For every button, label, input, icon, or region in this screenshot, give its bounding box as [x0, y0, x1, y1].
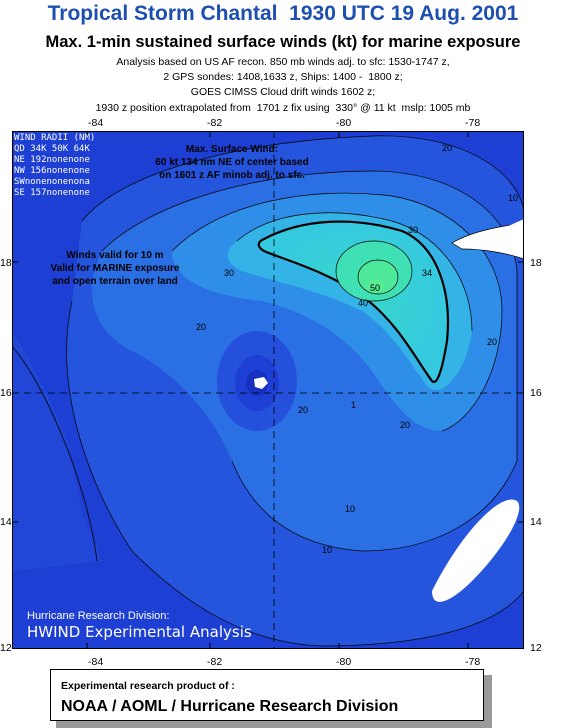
- analysis-line-2: 2 GPS sondes: 1408,1633 z, Ships: 1400 -…: [163, 71, 403, 83]
- contour-label: 10: [345, 504, 356, 514]
- wind-radii-row: SE 157nonenone: [14, 188, 90, 198]
- central-america-coast: [12, 345, 98, 562]
- contour-fill-50: [358, 260, 398, 294]
- contour-line-50: [357, 259, 399, 295]
- validity-annotation: Winds valid for 10 m Valid for MARINE ex…: [20, 249, 210, 288]
- contour-line-25: [171, 192, 503, 432]
- max-wind-line: on 1601 z AF minob adj. to sfc.: [159, 170, 305, 181]
- analysis-line-4: 1930 z position extrapolated from 1701 z…: [95, 102, 471, 114]
- land-fragment: [497, 219, 524, 233]
- lon-tick-top: -80: [336, 117, 352, 129]
- wind-radii-row: NW 156nonenone: [14, 166, 90, 176]
- island-land: [254, 377, 268, 389]
- wind-radii-header: QD 34K 50K 64K: [14, 144, 90, 154]
- contour-line-10: [81, 135, 524, 222]
- contour-label: 30: [224, 268, 235, 278]
- contour-label: 34: [422, 268, 433, 278]
- lat-tick-right: 14: [530, 516, 542, 528]
- analysis-line-3: GOES CIMSS Cloud drift winds 1602 z;: [190, 86, 376, 98]
- lon-tick-bottom: -78: [465, 656, 481, 668]
- contour-label: 40: [358, 298, 369, 308]
- contour-label: 20: [400, 420, 411, 430]
- contour-line-40: [335, 240, 413, 302]
- max-wind-annotation: Max. Surface Wind: 60 kt 134 nm NE of ce…: [112, 143, 352, 182]
- contour-label: 20: [196, 322, 207, 332]
- contour-label: 30: [408, 225, 419, 235]
- footer-label: Experimental research product of :: [61, 680, 235, 692]
- lon-tick-bottom: -82: [207, 656, 223, 668]
- contour-label: 1: [351, 400, 357, 410]
- colombia-land: [432, 499, 520, 602]
- map-subtitle: Max. 1-min sustained surface winds (kt) …: [45, 33, 521, 51]
- contour-label: 50: [370, 283, 381, 293]
- wind-radii-title: WIND RADII (NM): [14, 133, 96, 143]
- contour-label: 20: [487, 337, 498, 347]
- lon-tick-bottom: -84: [88, 656, 104, 668]
- lat-tick-left: 12: [0, 642, 12, 654]
- footer-organization: NOAA / AOML / Hurricane Research Divisio…: [61, 698, 399, 715]
- lon-tick-top: -78: [465, 117, 481, 129]
- contour-fill-60: [368, 279, 384, 293]
- footer-box: Experimental research product of : NOAA …: [50, 669, 484, 721]
- credit-line-1: Hurricane Research Division:: [27, 610, 170, 622]
- contour-line-10b: [66, 300, 524, 647]
- validity-line: Valid for MARINE exposure: [50, 263, 180, 274]
- contour-line-30: [236, 212, 473, 332]
- lat-tick-left: 14: [0, 516, 12, 528]
- lat-tick-right: 16: [530, 387, 542, 399]
- wind-radii-row: NE 192nonenone: [14, 155, 90, 165]
- lat-tick-right: 18: [530, 257, 542, 269]
- contour-label: 20: [442, 143, 453, 153]
- contour-label: 10: [508, 193, 519, 203]
- max-wind-line: 60 kt 134 nm NE of center based: [155, 157, 309, 168]
- lon-tick-top: -84: [88, 117, 104, 129]
- contour-label: 20: [298, 405, 309, 415]
- contour-line-20: [101, 170, 518, 552]
- lon-tick-top: -82: [207, 117, 223, 129]
- analysis-line-1: Analysis based on US AF recon. 850 mb wi…: [116, 56, 450, 68]
- lat-tick-right: 12: [530, 642, 542, 654]
- map-title: Tropical Storm Chantal 1930 UTC 19 Aug. …: [47, 2, 519, 25]
- validity-line: Winds valid for 10 m: [66, 250, 164, 261]
- lat-tick-left: 16: [0, 387, 12, 399]
- contour-label: 10: [322, 545, 333, 555]
- credit-line-2: HWIND Experimental Analysis: [27, 623, 252, 641]
- validity-line: and open terrain over land: [52, 276, 178, 287]
- lon-tick-bottom: -80: [336, 656, 352, 668]
- wind-radii-table: WIND RADII (NM) QD 34K 50K 64K NE 192non…: [14, 133, 95, 199]
- wind-radii-row: SWnonenonenona: [14, 177, 90, 187]
- coastal-region: [12, 331, 102, 571]
- wind-field-map: [12, 131, 524, 649]
- lat-tick-left: 18: [0, 257, 12, 269]
- hispaniola-land: [451, 222, 524, 260]
- max-wind-line: Max. Surface Wind:: [185, 144, 279, 155]
